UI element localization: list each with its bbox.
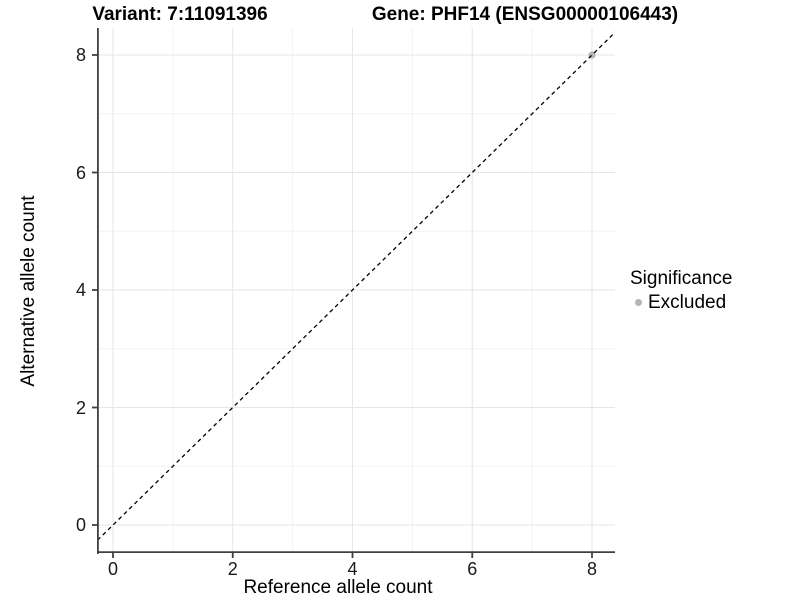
x-axis-title: Reference allele count (243, 577, 433, 598)
x-tick-label: 4 (347, 559, 358, 579)
legend-items: Excluded (630, 291, 732, 314)
y-tick-label: 8 (75, 45, 86, 65)
x-tick-label: 6 (467, 559, 478, 579)
y-axis-title: Alternative allele count (18, 195, 39, 387)
y-tick-label: 0 (75, 515, 86, 535)
variant-title: Variant: 7:11091396 (92, 4, 268, 25)
y-tick-label: 4 (75, 280, 86, 300)
legend-title: Significance (630, 268, 733, 289)
x-tick-label: 2 (227, 559, 238, 579)
x-tick-label: 8 (586, 559, 598, 579)
identity-dashed-line (97, 31, 615, 542)
scatter-plot-panel (92, 28, 615, 558)
y-tick-label: 6 (75, 162, 86, 183)
legend-item-label: Excluded (648, 292, 727, 313)
x-tick-label: 0 (107, 559, 119, 579)
legend-key-dot-icon (635, 299, 642, 306)
gene-title: Gene: PHF14 (ENSG00000106443) (371, 4, 679, 25)
legend-item: Excluded (630, 291, 732, 314)
legend: Significance Excluded (630, 267, 732, 314)
y-tick-label: 2 (75, 397, 86, 418)
